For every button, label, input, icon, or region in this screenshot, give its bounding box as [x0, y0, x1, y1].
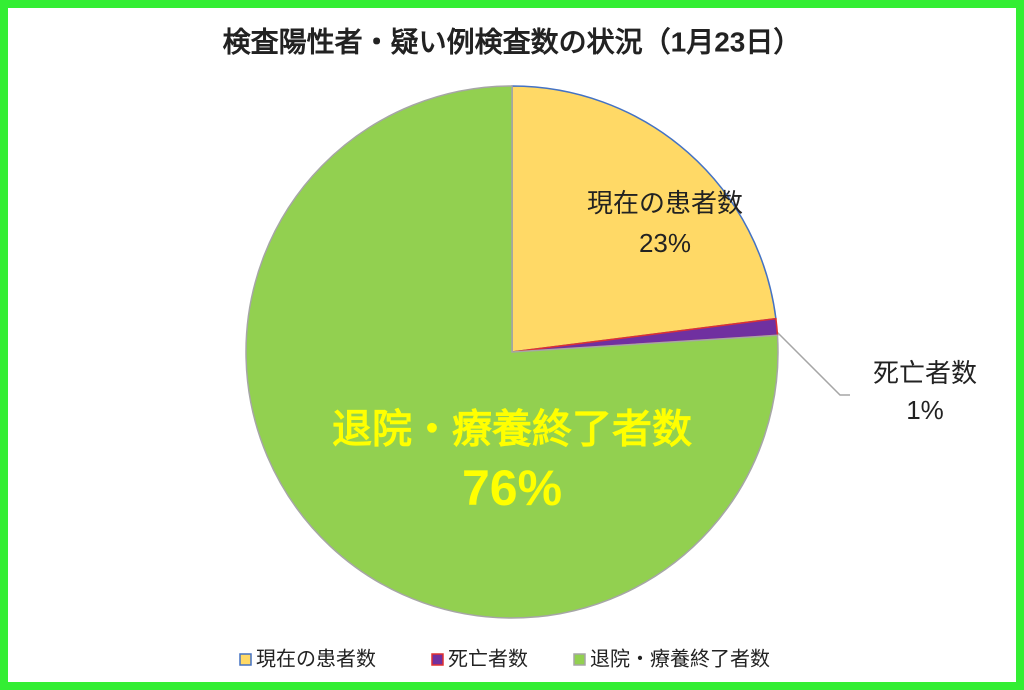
pie-slice — [511, 85, 777, 353]
slice-value-label: 23% — [639, 228, 691, 258]
legend-swatch — [239, 653, 252, 666]
slice-category-label: 退院・療養終了者数 — [332, 408, 692, 452]
leader-line — [776, 331, 850, 396]
slice-value-label: 76% — [462, 460, 562, 516]
legend-swatch — [431, 653, 444, 666]
legend-label: 現在の患者数 — [256, 647, 376, 670]
legend-swatch — [573, 653, 586, 666]
pie-slice — [245, 85, 779, 619]
chart-title: 検査陽性者・疑い例検査数の状況（1月23日） — [223, 25, 802, 57]
slice-category-label: 死亡者数 — [873, 358, 977, 388]
legend-label: 退院・療養終了者数 — [590, 647, 770, 670]
slice-category-label: 現在の患者数 — [587, 188, 743, 218]
legend-label: 死亡者数 — [448, 647, 528, 670]
slice-value-label: 1% — [906, 395, 944, 425]
